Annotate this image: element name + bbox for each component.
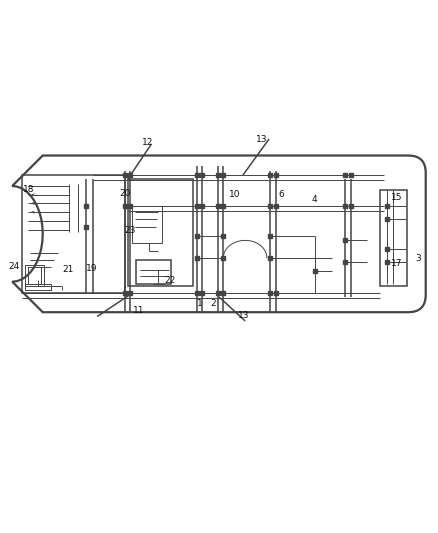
Text: 19: 19	[86, 264, 98, 273]
Text: 15: 15	[391, 193, 403, 202]
Bar	[136, 260, 171, 284]
Text: 21: 21	[62, 265, 74, 274]
Text: 17: 17	[391, 259, 403, 268]
PathPatch shape	[12, 156, 426, 312]
Bar	[25, 265, 44, 286]
Bar	[22, 175, 124, 293]
Bar	[380, 190, 407, 286]
Text: 22: 22	[164, 276, 176, 285]
Text: 13: 13	[238, 311, 250, 320]
Text: 2: 2	[211, 299, 216, 308]
Bar	[132, 206, 162, 243]
Text: 13: 13	[256, 135, 268, 144]
Bar	[127, 180, 193, 286]
Bar	[25, 284, 51, 290]
Text: 12: 12	[142, 138, 154, 147]
Text: 10: 10	[229, 190, 240, 199]
Text: 24: 24	[8, 262, 19, 271]
Text: 1: 1	[197, 299, 202, 308]
Text: 18: 18	[23, 184, 35, 193]
Text: 3: 3	[416, 254, 421, 263]
Text: 23: 23	[124, 227, 135, 235]
Text: 20: 20	[119, 189, 130, 198]
Text: 6: 6	[279, 190, 284, 199]
Bar	[28, 268, 42, 284]
Text: 11: 11	[133, 306, 144, 316]
Text: 4: 4	[311, 195, 317, 204]
